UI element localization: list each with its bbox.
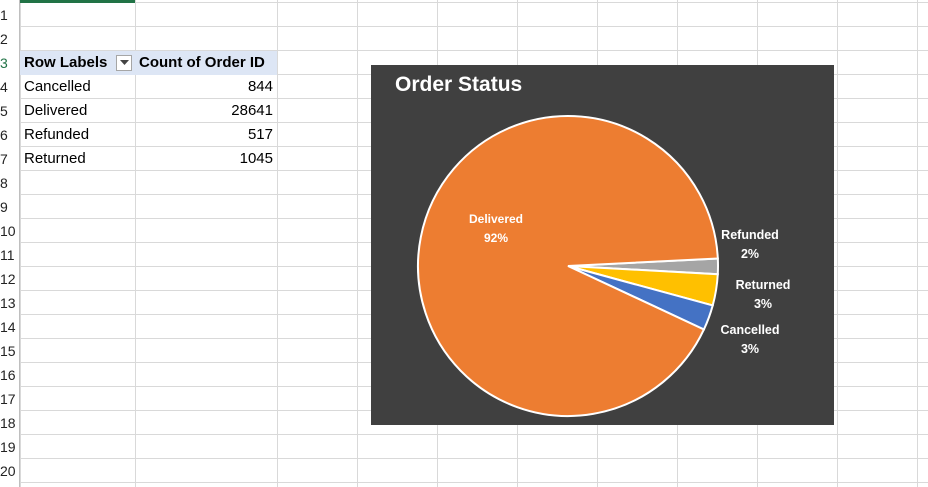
data-label-cancelled-name: Cancelled [720,323,779,337]
row-header-6[interactable]: 6 [0,127,8,143]
row-header-9[interactable]: 9 [0,199,8,215]
row-header-10[interactable]: 10 [0,223,16,239]
pivot-row-label[interactable]: Refunded [24,126,90,143]
row-header-17[interactable]: 17 [0,391,16,407]
chart-title: Order Status [395,73,523,96]
row-header-2[interactable]: 2 [0,31,8,47]
pivot-header-count[interactable]: Count of Order ID [135,51,277,75]
row-header-15[interactable]: 15 [0,343,16,359]
selected-column-indicator [20,0,135,3]
row-header-18[interactable]: 18 [0,415,16,431]
row-header-16[interactable]: 16 [0,367,16,383]
pivot-header-row-labels-text: Row Labels [24,54,108,71]
row-header-4[interactable]: 4 [0,79,8,95]
row-header-1[interactable]: 1 [0,7,8,23]
data-label-cancelled-percent: 3% [741,342,759,356]
data-label-refunded-name: Refunded [721,228,779,242]
row-header-11[interactable]: 11 [0,247,15,263]
row-header-13[interactable]: 13 [0,295,16,311]
chevron-down-icon [120,60,129,65]
data-label-delivered-name: Delivered [469,212,523,226]
row-header-20[interactable]: 20 [0,463,16,479]
data-label-returned-percent: 3% [754,297,772,311]
pivot-row-value[interactable]: 844 [247,78,273,95]
row-header-12[interactable]: 12 [0,271,16,287]
pivot-header-count-text: Count of Order ID [139,54,265,71]
row-header-3[interactable]: 3 [0,55,8,71]
data-label-delivered-percent: 92% [484,231,508,245]
pivot-header-row-labels[interactable]: Row Labels [20,51,135,75]
row-header-5[interactable]: 5 [0,103,8,119]
pivot-row-value[interactable]: 517 [247,126,273,143]
pivot-row-value[interactable]: 1045 [239,150,273,167]
row-labels-filter-button[interactable] [116,55,132,71]
pivot-row-value[interactable]: 28641 [231,102,273,119]
row-header-8[interactable]: 8 [0,175,8,191]
row-header-19[interactable]: 19 [0,439,16,455]
row-header-7[interactable]: 7 [0,151,8,167]
data-label-returned-name: Returned [736,278,791,292]
pivot-row-label[interactable]: Returned [24,150,86,167]
pie-chart-svg: Delivered 92% Refunded 2% Returned 3% Cancelle… [417,115,791,417]
row-header-14[interactable]: 14 [0,319,16,335]
data-label-refunded-percent: 2% [741,247,759,261]
pivot-row-label[interactable]: Delivered [24,102,88,119]
pivot-row-label[interactable]: Cancelled [24,78,91,95]
order-status-chart[interactable]: Order Status Delivered 92% Refunded 2% Retur… [371,65,834,425]
pie-slice-delivered[interactable] [417,115,719,417]
